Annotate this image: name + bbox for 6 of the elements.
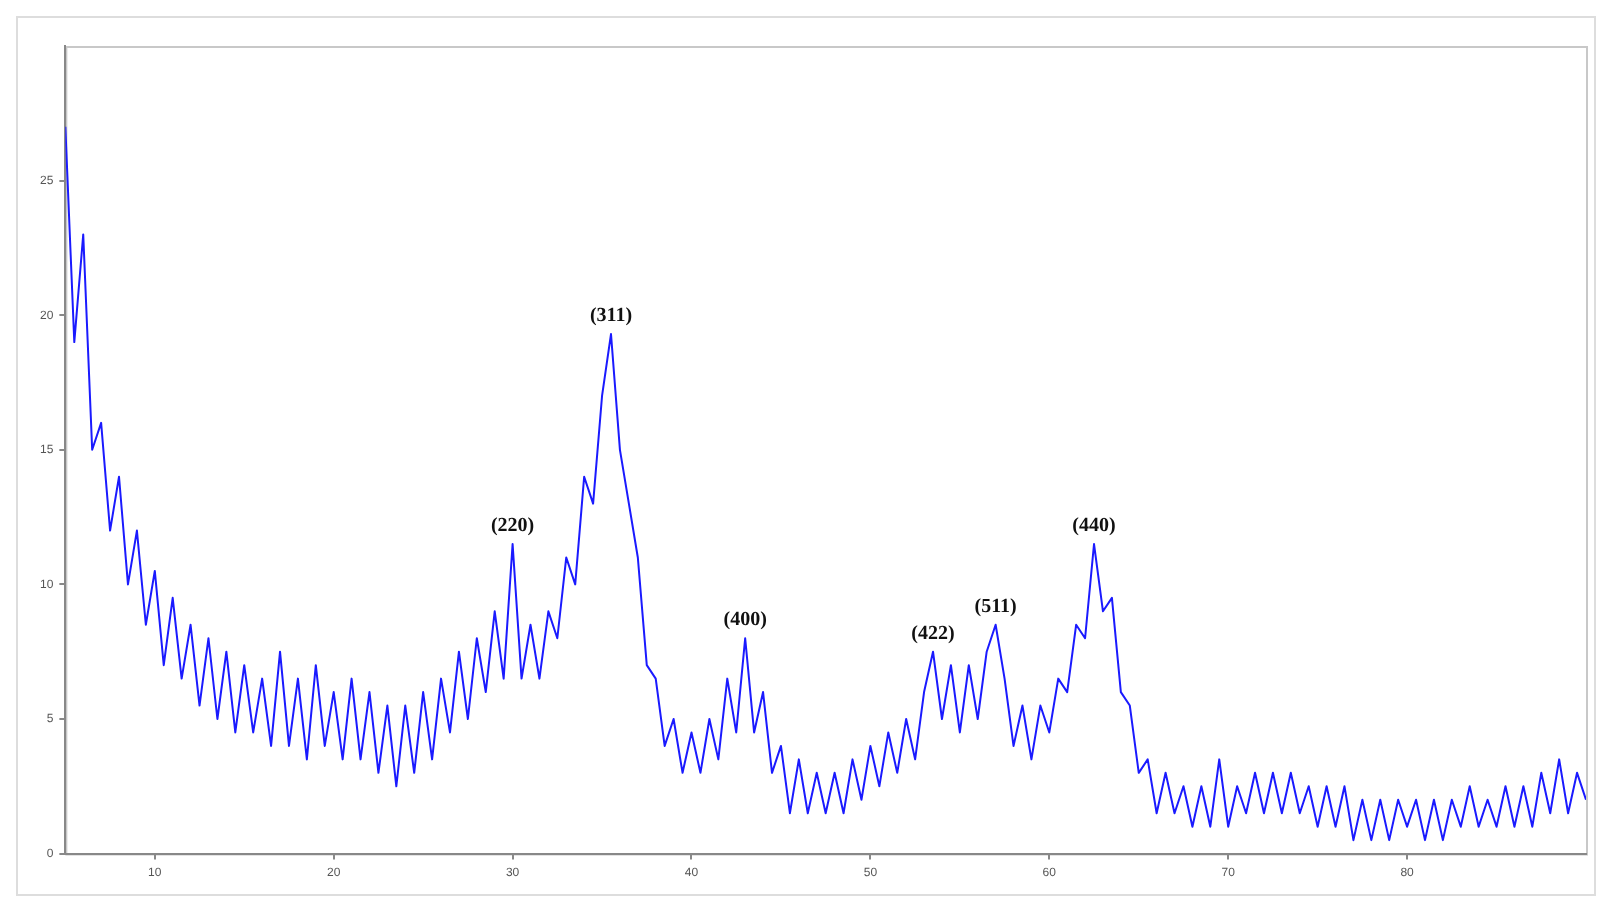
annotation: (220) [490,515,535,538]
annotation: (511) [974,595,1017,618]
annotation: (440) [1072,515,1116,538]
annotation: (311) [589,305,633,328]
annotation: (422) [911,622,955,645]
annotation: (400) [723,609,767,632]
